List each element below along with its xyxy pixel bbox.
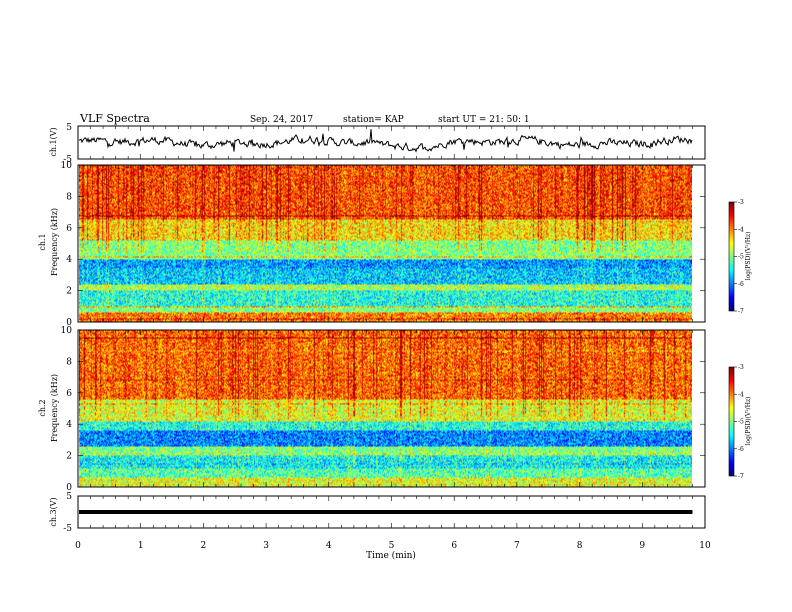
ch2-colorbar-label: log(PSD)(V²/Hz) <box>745 397 752 446</box>
ch3-ytick-top: 5 <box>66 492 72 502</box>
ch2-spectrogram-image <box>79 330 692 487</box>
time-tick-label: 3 <box>263 541 269 551</box>
ch3-ytick-bottom: -5 <box>63 524 72 534</box>
ch2-frequency-axis-label: Frequency (kHz) <box>50 374 59 442</box>
freq-tick-label: 4 <box>66 255 72 265</box>
colorbar-tick-label: -5 <box>738 254 744 261</box>
time-tick-label: 1 <box>138 541 144 551</box>
colorbar-tick-label: -4 <box>738 226 744 233</box>
ch1-frequency-ticks: 0 2 4 6 8 10 <box>61 161 705 328</box>
time-tick-label: 6 <box>451 541 457 551</box>
colorbar-tick-label: -7 <box>738 308 744 315</box>
freq-tick-label: 4 <box>66 420 72 430</box>
freq-tick-label: 10 <box>61 161 73 171</box>
freq-tick-label: 6 <box>66 224 72 234</box>
freq-tick-label: 10 <box>61 326 73 336</box>
freq-tick-label: 0 <box>66 318 72 328</box>
spectrogram-raster <box>79 165 692 322</box>
colorbar-tick-label: -7 <box>738 473 744 480</box>
freq-tick-label: 0 <box>66 483 72 493</box>
ch1-spec-xticks <box>77 165 706 322</box>
ch3-ylabel: ch.3(V) <box>49 497 58 526</box>
ch1-colorbar-scale <box>728 201 735 312</box>
time-tick-label: 10 <box>699 541 711 551</box>
time-axis-label: Time (min) <box>366 550 416 561</box>
date-label: Sep. 24, 2017 <box>250 115 313 125</box>
start-time-label: start UT = 21: 50: 1 <box>438 115 530 125</box>
freq-tick-label: 8 <box>66 357 72 367</box>
ch1-spectrogram-panel: 0 2 4 6 8 10 ch.1 Frequency (kHz) -3 -4 -5 -6 -7 … <box>38 161 752 328</box>
ch1-ytick-bottom: -5 <box>63 155 72 165</box>
station-label: station= KAP <box>343 115 404 125</box>
time-tick-label: 8 <box>577 541 583 551</box>
ch1-waveform-line <box>78 129 693 153</box>
freq-tick-label: 6 <box>66 389 72 399</box>
ch2-spec-xticks <box>77 330 706 487</box>
ch1-frequency-axis-label: Frequency (kHz) <box>50 208 59 276</box>
colorbar-tick-label: -5 <box>738 419 744 426</box>
colorbar-tick-label: -3 <box>738 364 744 371</box>
spectrogram-raster <box>79 330 692 487</box>
colorbar-tick-label: -6 <box>738 281 744 288</box>
ch2-frequency-ticks: 0 2 4 6 8 10 <box>61 326 705 493</box>
ch1-xticks <box>77 126 706 159</box>
time-tick-label: 0 <box>75 541 81 551</box>
ch1-colorbar-ticks: -3 -4 -5 -6 -7 <box>734 199 744 315</box>
ch2-colorbar-scale <box>728 366 735 477</box>
ch1-ylabel: ch.1(V) <box>49 127 58 156</box>
ch1-colorbar-label: log(PSD)(V²/Hz) <box>745 232 752 281</box>
ch3-xticks <box>77 496 706 528</box>
ch1-waveform-panel: 5 -5 ch.1(V) <box>49 123 706 165</box>
ch1-spectrogram-image <box>79 165 692 322</box>
time-tick-label: 9 <box>639 541 645 551</box>
time-tick-label: 7 <box>514 541 520 551</box>
colorbar-tick-label: -3 <box>738 199 744 206</box>
freq-tick-label: 8 <box>66 192 72 202</box>
ch1-spec-label-prefix: ch.1 <box>38 233 47 250</box>
ch1-colorbar: -3 -4 -5 -6 -7 log(PSD)(V²/Hz) <box>728 199 752 315</box>
ch1-ytick-top: 5 <box>66 123 72 133</box>
colorbar-tick-label: -4 <box>738 391 744 398</box>
freq-tick-label: 2 <box>66 287 72 297</box>
colorbar-tick-label: -6 <box>738 446 744 453</box>
time-axis-tick-labels: 0 1 2 3 4 5 6 7 8 9 10 <box>75 541 711 551</box>
time-tick-label: 2 <box>201 541 207 551</box>
ch2-spectrogram-panel: 0 2 4 6 8 10 ch.2 Frequency (kHz) -3 -4 -5 -6 -7 … <box>38 326 752 493</box>
ch2-colorbar: -3 -4 -5 -6 -7 log(PSD)(V²/Hz) <box>728 364 752 480</box>
freq-tick-label: 2 <box>66 452 72 462</box>
ch2-spec-label-prefix: ch.2 <box>38 399 47 416</box>
time-tick-label: 5 <box>389 541 395 551</box>
ch2-colorbar-ticks: -3 -4 -5 -6 -7 <box>734 364 744 480</box>
figure-title: VLF Spectra <box>79 112 150 125</box>
time-tick-label: 4 <box>326 541 332 551</box>
ch3-waveform-panel: 5 -5 ch.3(V) <box>49 492 706 534</box>
